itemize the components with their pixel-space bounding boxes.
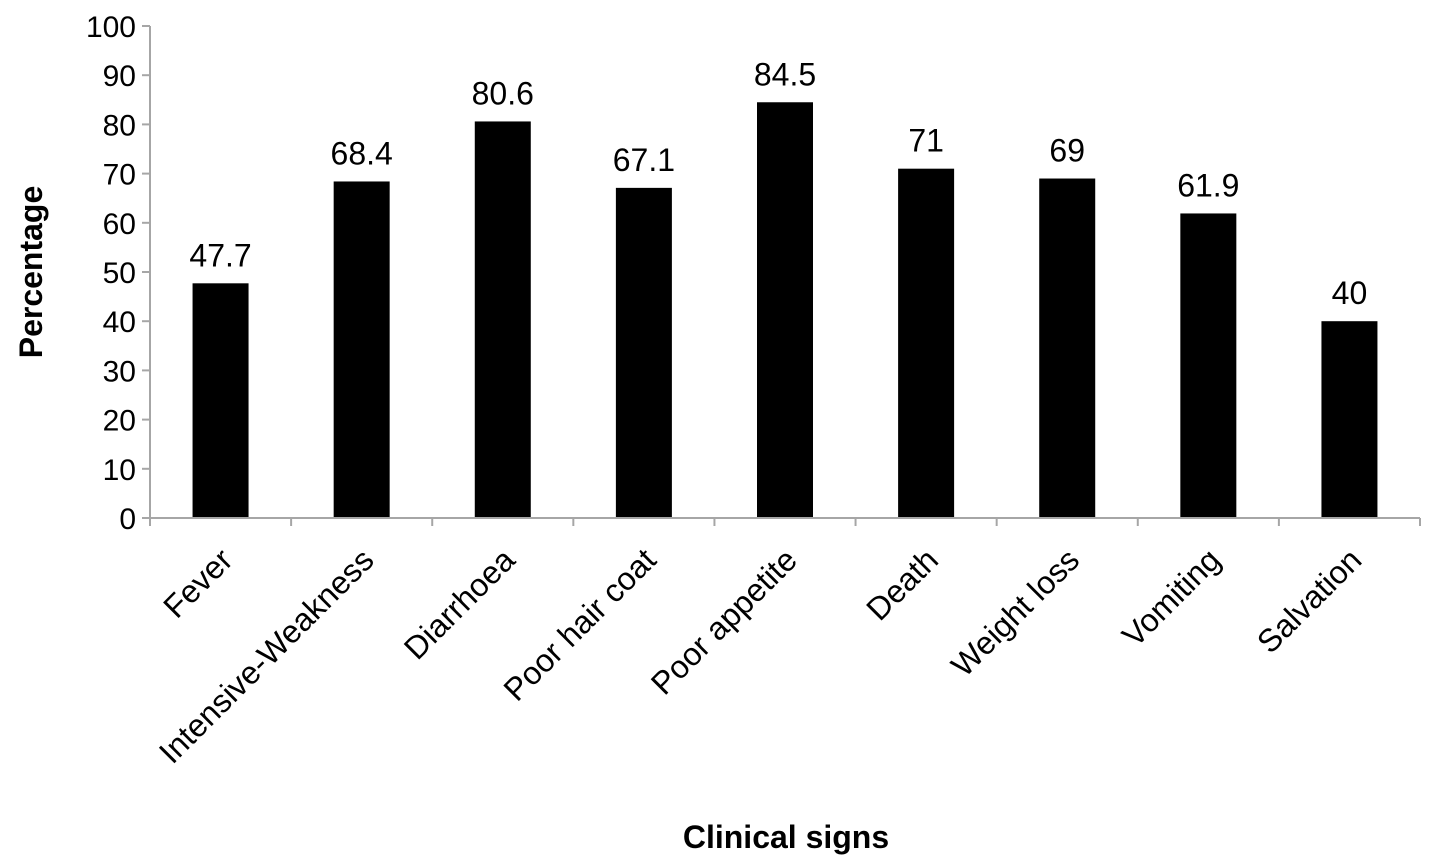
x-tick-label: Poor hair coat: [497, 541, 663, 707]
x-tick-label: Fever: [156, 541, 240, 625]
y-tick-label: 20: [103, 405, 136, 438]
data-labels: 47.7 68.4 80.6 67.1 84.5 71 69 61.9 40: [189, 56, 1367, 311]
y-axis-ticks: 0 10 20 30 40 50 60 70 80 90 100: [86, 11, 150, 536]
y-tick-label: 0: [119, 503, 136, 536]
y-tick-label: 70: [103, 159, 136, 192]
y-axis-title: Percentage: [13, 186, 49, 359]
x-tick-label: Poor appetite: [644, 541, 804, 701]
bar: [474, 121, 531, 518]
data-label: 67.1: [613, 142, 675, 178]
bar: [192, 283, 249, 518]
x-axis-title: Clinical signs: [683, 819, 889, 855]
x-tick-label: Vomiting: [1115, 541, 1227, 653]
y-tick-label: 80: [103, 109, 136, 142]
y-tick-label: 30: [103, 355, 136, 388]
y-tick-label: 50: [103, 257, 136, 290]
x-tick-label: Salvation: [1250, 541, 1369, 660]
x-tick-label: Weight loss: [944, 541, 1086, 683]
bar: [1321, 321, 1378, 518]
bar: [898, 168, 955, 518]
data-label: 84.5: [754, 56, 816, 92]
x-tick-label: Death: [859, 541, 945, 627]
bar: [757, 102, 813, 518]
y-tick-label: 40: [103, 306, 136, 339]
bar: [615, 187, 672, 519]
data-label: 80.6: [472, 75, 534, 111]
y-tick-label: 100: [86, 11, 136, 44]
y-tick-label: 90: [103, 60, 136, 93]
data-label: 40: [1332, 275, 1368, 311]
data-label: 47.7: [189, 237, 251, 273]
y-tick-label: 60: [103, 208, 136, 241]
bar: [1180, 213, 1237, 518]
data-label: 61.9: [1177, 167, 1239, 203]
x-tick-label: Diarrhoea: [397, 541, 522, 666]
data-label: 71: [908, 123, 944, 159]
bar: [333, 181, 390, 519]
data-label: 68.4: [331, 135, 393, 171]
x-axis-ticks: [149, 518, 1421, 526]
y-tick-label: 10: [103, 454, 136, 487]
bar: [1039, 178, 1096, 518]
data-label: 69: [1049, 133, 1085, 169]
bars: [192, 102, 1378, 519]
